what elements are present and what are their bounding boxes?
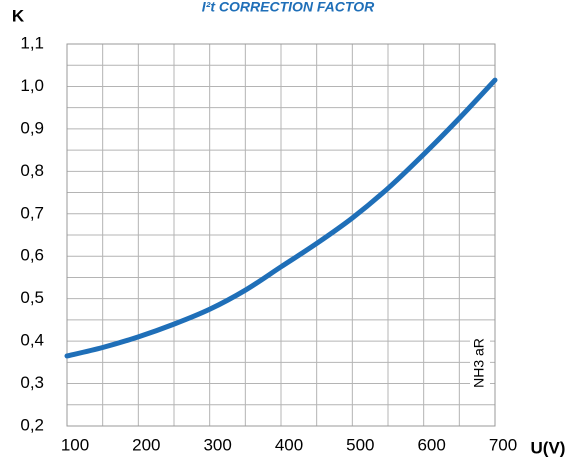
plot-border	[66, 43, 496, 427]
annotation-box	[470, 325, 490, 401]
x-tick-label: 500	[346, 435, 374, 454]
y-tick-label: 0,8	[20, 161, 44, 180]
y-tick-label: 0,9	[20, 118, 44, 137]
y-tick-label: 0,3	[20, 373, 44, 392]
grid	[66, 43, 496, 427]
y-tick-label: 0,4	[20, 331, 44, 350]
annotation: NH3 aR	[471, 338, 487, 388]
x-tick-label: 100	[61, 435, 89, 454]
y-tick-label: 0,2	[20, 415, 44, 434]
y-tick-label: 0,6	[20, 246, 44, 265]
y-tick-label: 0,7	[20, 203, 44, 222]
y-tick-label: 0,5	[20, 288, 44, 307]
y-axis-label: K	[12, 6, 25, 25]
y-tick-label: 1,0	[20, 76, 44, 95]
line	[64, 77, 498, 359]
x-tick-label: 300	[203, 435, 231, 454]
x-tick-label: 200	[132, 435, 160, 454]
x-tick-label: 700	[489, 435, 517, 454]
x-axis-label: U(V)	[531, 438, 566, 457]
x-tick-label: 400	[275, 435, 303, 454]
x-tick-label: 600	[417, 435, 445, 454]
y-tick-label: 1,1	[20, 33, 44, 52]
chart-title: I²t CORRECTION FACTOR	[202, 0, 375, 15]
